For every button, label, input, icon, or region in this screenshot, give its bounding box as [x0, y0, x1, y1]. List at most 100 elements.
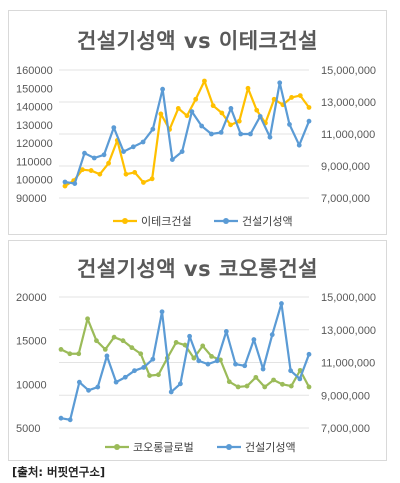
chart-panel-etech: 건설기성액 vs 이테크건설 160000 150000 140000 130000 1…	[8, 10, 387, 235]
data-point	[102, 347, 108, 352]
left-axis-tick-label: 130000	[16, 120, 53, 132]
legend-label: 이테크건설	[141, 215, 192, 228]
data-point	[82, 150, 87, 156]
data-point	[245, 85, 251, 91]
data-point	[169, 157, 175, 163]
left-axis-tick-label: 10000	[16, 379, 47, 391]
data-point	[184, 113, 190, 119]
data-point	[111, 334, 117, 340]
data-point	[223, 328, 229, 334]
data-point	[147, 373, 152, 378]
data-point	[271, 377, 276, 383]
right-axis-tick-label: 13,000,000	[321, 97, 376, 109]
data-point	[253, 374, 259, 380]
data-point	[138, 351, 144, 357]
data-point	[179, 149, 185, 155]
data-point	[248, 131, 253, 137]
right-axis-tick-label: 15,000,000	[321, 65, 376, 77]
data-point	[209, 131, 214, 137]
data-point	[279, 301, 284, 306]
data-point	[95, 384, 101, 390]
data-point	[67, 417, 73, 423]
data-point	[123, 171, 129, 177]
data-point	[67, 351, 73, 357]
series-line-secondary	[60, 302, 311, 421]
data-point	[88, 168, 94, 173]
chart-title: 건설기성액 vs 이테크건설	[76, 29, 318, 53]
source-note: [출처: 버핏연구소]	[12, 465, 106, 479]
right-axis-tick-label: 13,000,000	[321, 325, 376, 337]
data-point	[251, 337, 257, 342]
data-point	[262, 384, 268, 390]
data-point	[214, 358, 220, 364]
series-line-primary	[60, 317, 310, 389]
data-point	[160, 86, 166, 92]
legend-marker	[114, 444, 120, 450]
data-point	[218, 130, 224, 135]
data-point	[62, 179, 68, 185]
data-point	[141, 365, 147, 370]
data-point	[244, 383, 250, 389]
chart-panel-kolon: 건설기성액 vs 코오롱건설 20000 15000 10000 5000 15,000…	[8, 240, 387, 461]
data-point	[168, 389, 174, 395]
data-point	[200, 343, 206, 349]
data-point	[141, 180, 146, 185]
data-point	[297, 376, 303, 382]
data-point	[120, 338, 126, 344]
right-axis-tick-label: 15,000,000	[321, 292, 376, 304]
data-point	[111, 125, 117, 130]
right-axis-tick-label: 11,000,000	[321, 129, 375, 141]
data-point	[210, 103, 216, 109]
right-axis-tick-label: 7,000,000	[321, 423, 370, 435]
left-axis-tick-label: 90000	[16, 193, 47, 205]
data-point	[196, 358, 202, 364]
data-point	[289, 95, 294, 100]
data-point	[132, 368, 137, 374]
data-point	[150, 356, 156, 362]
left-axis-tick-label: 140000	[16, 102, 53, 114]
data-point	[173, 340, 179, 345]
data-point	[97, 171, 103, 177]
data-point	[140, 139, 146, 145]
legend-marker	[223, 218, 229, 224]
data-point	[228, 122, 233, 128]
data-point	[233, 361, 238, 367]
legend-label: 건설기성액	[242, 215, 293, 228]
legend-label: 코오롱글로벌	[133, 441, 194, 454]
left-axis-tick-label: 120000	[16, 138, 53, 150]
data-point	[306, 351, 312, 357]
data-point	[254, 107, 260, 113]
right-axis-tick-label: 7,000,000	[321, 193, 370, 205]
chart-etech: 160000 150000 140000 130000 120000 110000 1000…	[16, 65, 376, 228]
data-point	[238, 131, 244, 137]
right-axis-tick-label: 9,000,000	[321, 161, 370, 173]
data-point	[106, 160, 111, 166]
data-point	[94, 338, 99, 344]
data-point	[271, 96, 277, 102]
data-point	[219, 110, 225, 116]
data-point	[132, 170, 138, 175]
data-point	[122, 374, 128, 380]
data-point	[306, 118, 312, 124]
data-point	[86, 387, 91, 393]
data-point	[288, 383, 294, 389]
series-line-secondary	[64, 81, 311, 185]
legend-label: 건설기성액	[245, 441, 296, 454]
data-point	[130, 144, 136, 150]
data-point	[156, 372, 161, 378]
data-point	[193, 96, 199, 102]
data-point	[267, 134, 273, 140]
data-point	[242, 363, 248, 369]
data-point	[158, 111, 164, 117]
chart-kolon: 20000 15000 10000 5000 15,000,000 13,000,000 1…	[16, 292, 376, 454]
data-point	[175, 106, 181, 111]
data-point	[269, 332, 275, 338]
legend-marker	[226, 444, 232, 450]
data-point	[306, 105, 312, 110]
data-point	[199, 123, 205, 129]
data-point	[182, 342, 188, 348]
data-point	[297, 367, 303, 373]
data-point	[58, 415, 64, 421]
data-point	[178, 381, 183, 387]
left-axis-tick-label: 150000	[16, 83, 53, 95]
